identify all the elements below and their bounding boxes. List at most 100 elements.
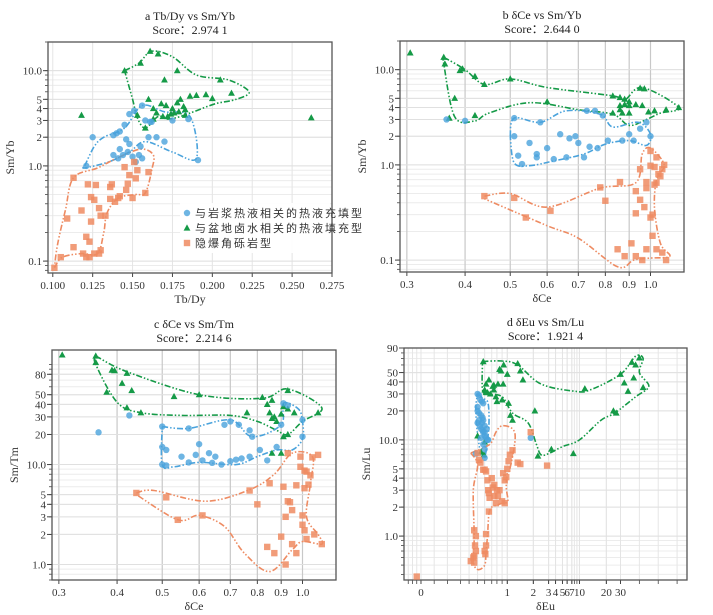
data-point-breccia	[282, 561, 289, 568]
data-point-breccia	[305, 481, 312, 488]
x-axis-label: δCe	[185, 599, 204, 613]
data-point-basin	[195, 391, 203, 398]
data-point-breccia	[482, 542, 490, 549]
outline-magmatic	[509, 109, 652, 168]
panel-title: d δEu vs Sm/Lu	[507, 315, 584, 329]
data-point-basin	[228, 89, 235, 96]
data-point-breccia	[280, 483, 287, 490]
data-point-breccia	[57, 253, 64, 261]
y-tick-label: 1.0	[384, 531, 398, 543]
data-point-magmatic	[178, 453, 185, 460]
y-tick-label: 2	[41, 529, 47, 541]
data-point-breccia	[647, 214, 654, 221]
data-point-magmatic	[126, 110, 133, 118]
data-point-magmatic	[586, 143, 593, 150]
data-point-magmatic	[533, 154, 540, 161]
data-point-breccia	[79, 250, 87, 257]
x-axis-label: δCe	[533, 291, 552, 305]
data-point-breccia	[293, 482, 300, 489]
data-point-magmatic	[185, 115, 192, 123]
data-point-basin	[493, 397, 501, 405]
data-point-breccia	[277, 533, 285, 540]
data-point-breccia	[641, 203, 648, 211]
data-point-basin	[516, 367, 524, 374]
data-point-basin	[118, 379, 126, 386]
x-tick-label: 7	[569, 587, 575, 599]
data-point-basin	[137, 409, 145, 416]
data-point-breccia	[133, 489, 140, 497]
x-tick-label: 4	[553, 587, 559, 599]
data-point-breccia	[309, 454, 316, 461]
data-point-basin	[498, 396, 506, 403]
data-point-breccia	[482, 530, 490, 538]
data-point-basin	[186, 92, 194, 99]
data-point-basin	[307, 114, 315, 121]
data-point-breccia	[660, 161, 668, 169]
data-point-breccia	[116, 193, 123, 200]
data-point-breccia	[494, 492, 502, 500]
data-point-breccia	[486, 494, 493, 502]
data-point-basin	[492, 393, 500, 400]
data-point-magmatic	[246, 427, 253, 434]
data-point-basin	[441, 60, 449, 67]
data-point-basin	[141, 124, 149, 131]
x-tick-label: 0.8	[598, 279, 612, 291]
data-point-breccia	[488, 474, 495, 482]
data-point-breccia	[503, 473, 510, 481]
data-point-magmatic	[556, 131, 564, 138]
data-point-basin	[471, 72, 479, 79]
outline-basin	[123, 50, 250, 129]
y-tick-label: 30	[35, 412, 47, 424]
data-point-basin	[625, 98, 633, 105]
data-point-breccia	[636, 196, 644, 203]
data-point-basin	[128, 386, 136, 394]
data-point-basin	[486, 390, 494, 397]
y-tick-label: 2	[37, 132, 43, 144]
data-point-breccia	[301, 485, 308, 492]
data-point-basin	[266, 409, 274, 416]
data-point-magmatic	[137, 143, 144, 150]
data-point-basin	[146, 47, 154, 54]
y-tick-label: 10.0	[375, 65, 395, 77]
data-point-breccia	[472, 547, 480, 555]
y-tick-label: 2	[389, 131, 395, 143]
data-point-breccia	[70, 243, 77, 251]
data-point-basin	[273, 417, 281, 425]
data-point-basin	[154, 50, 162, 57]
data-point-breccia	[130, 158, 138, 166]
data-point-basin	[451, 94, 459, 101]
plot-frame	[47, 41, 333, 274]
data-point-basin	[632, 361, 639, 368]
data-point-basin	[173, 67, 181, 74]
data-point-breccia	[496, 486, 503, 494]
data-point-basin	[170, 392, 178, 400]
data-point-breccia	[632, 252, 640, 260]
data-point-basin	[268, 396, 276, 403]
data-point-breccia	[527, 429, 534, 436]
data-point-breccia	[639, 256, 646, 264]
y-tick-label: 1.0	[28, 161, 42, 173]
data-point-basin	[534, 452, 542, 459]
data-point-magmatic	[550, 155, 557, 163]
data-point-breccia	[484, 477, 491, 484]
data-point-breccia	[471, 542, 479, 549]
data-point-basin	[202, 91, 210, 98]
panel-title: b δCe vs Sm/Yb	[503, 8, 582, 22]
data-point-breccia	[92, 181, 100, 189]
data-point-magmatic	[481, 445, 488, 453]
data-point-basin	[490, 386, 498, 393]
y-tick-label: 20	[35, 429, 47, 441]
data-point-breccia	[293, 549, 300, 557]
panel-score: Score：2.644 0	[504, 22, 579, 36]
data-point-magmatic	[199, 457, 206, 464]
data-point-magmatic	[194, 156, 202, 164]
x-tick-label: 0.5	[155, 587, 169, 599]
data-point-magmatic	[126, 140, 133, 148]
data-point-breccia	[78, 207, 85, 214]
data-point-breccia	[97, 247, 104, 254]
data-point-breccia	[288, 506, 296, 514]
data-point-breccia	[602, 197, 609, 204]
data-point-basin	[153, 109, 160, 116]
data-point-basin	[638, 101, 646, 109]
